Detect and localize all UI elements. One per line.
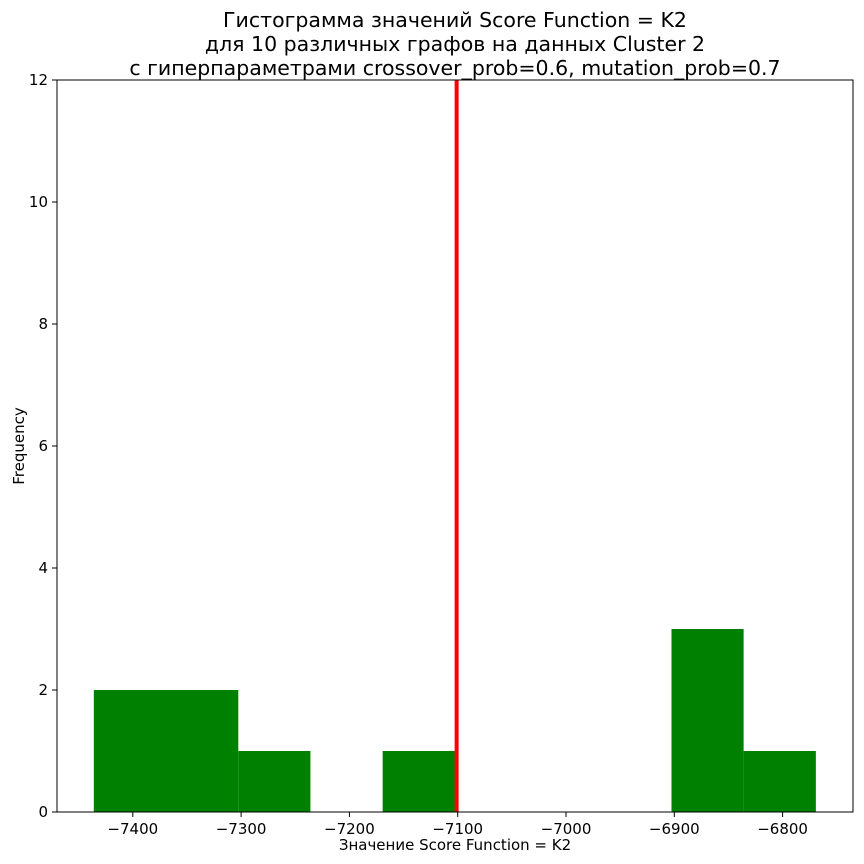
histogram-bar-5	[671, 629, 744, 812]
x-tick-label: −6800	[757, 820, 808, 838]
chart-title-line-1: Гистограмма значений Score Function = K2	[223, 8, 687, 32]
histogram-bar-0	[93, 690, 239, 812]
y-tick-label: 0	[38, 803, 48, 821]
y-tick-label: 2	[38, 681, 48, 699]
x-axis-ticks: −7400 −7300 −7200 −7100 −7000 −6900 −6800	[107, 812, 808, 838]
y-axis-ticks: 0 2 4 6 8 10 12	[29, 71, 57, 821]
x-tick-label: −6900	[649, 820, 700, 838]
histogram-bar-3	[382, 751, 455, 812]
chart-title-line-2: для 10 различных графов на данных Cluste…	[205, 32, 705, 56]
y-tick-label: 10	[29, 193, 48, 211]
y-tick-label: 4	[38, 559, 48, 577]
x-tick-label: −7400	[107, 820, 158, 838]
histogram-bar-6	[743, 751, 816, 812]
x-tick-label: −7000	[541, 820, 592, 838]
y-axis-label: Frequency	[10, 407, 28, 485]
y-tick-label: 8	[38, 315, 48, 333]
x-tick-label: −7300	[216, 820, 267, 838]
histogram-bars	[93, 629, 816, 812]
x-tick-label: −7200	[324, 820, 375, 838]
histogram-bar-1	[238, 751, 311, 812]
x-axis-label: Значение Score Function = K2	[339, 836, 571, 854]
y-tick-label: 12	[29, 71, 48, 89]
y-tick-label: 6	[38, 437, 48, 455]
chart-title: Гистограмма значений Score Function = K2…	[129, 8, 780, 81]
x-tick-label: −7100	[432, 820, 483, 838]
chart-title-line-3: с гиперпараметрами crossover_prob=0.6, m…	[129, 56, 780, 81]
